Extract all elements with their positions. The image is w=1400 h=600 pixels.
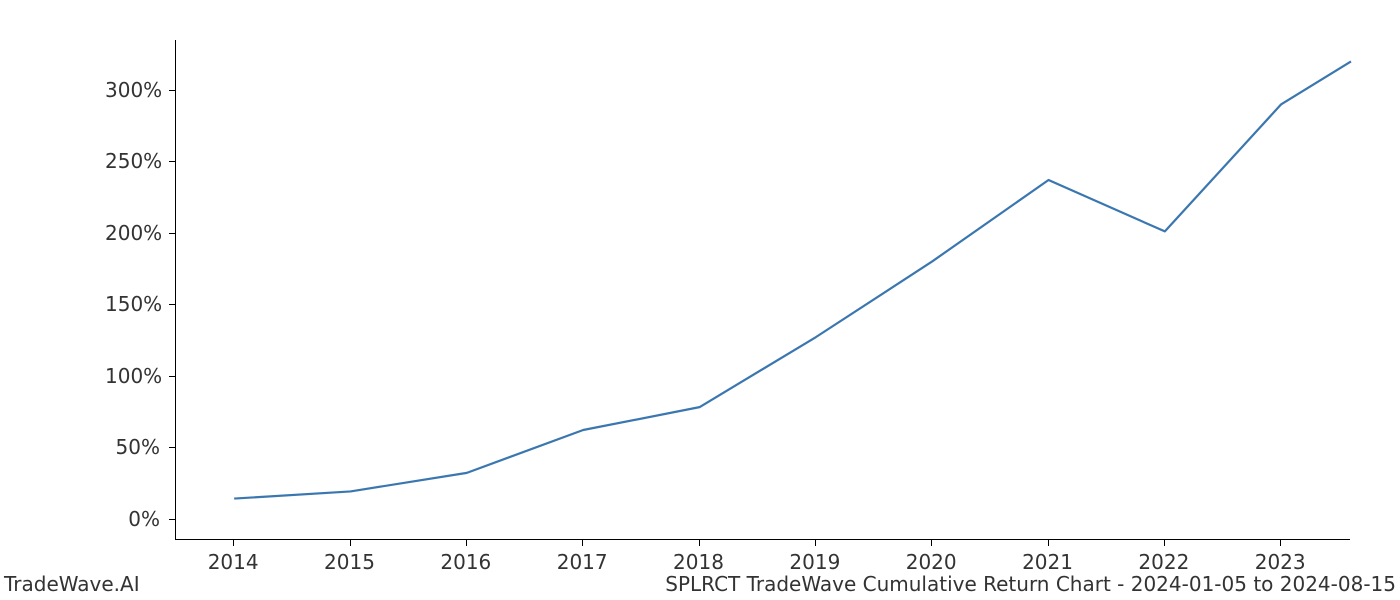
x-tick-label: 2023 — [1255, 550, 1306, 574]
y-tick-label: 300% — [105, 78, 160, 102]
chart-container: 2014 2015 2016 2017 2018 2019 2020 2021 2022 2023… — [0, 0, 1400, 600]
x-tick — [350, 540, 351, 546]
x-tick-label: 2015 — [324, 550, 375, 574]
y-tick-label: 200% — [105, 221, 160, 245]
footer-caption-label: SPLRCT TradeWave Cumulative Return Chart… — [665, 572, 1396, 596]
x-tick — [699, 540, 700, 546]
x-tick — [1164, 540, 1165, 546]
x-tick-label: 2017 — [557, 550, 608, 574]
x-tick — [1280, 540, 1281, 546]
x-tick — [466, 540, 467, 546]
y-tick — [169, 519, 175, 520]
footer-brand-label: TradeWave.AI — [4, 572, 140, 596]
line-chart-svg — [176, 40, 1351, 540]
y-tick-label: 50% — [105, 435, 160, 459]
cumulative-return-line — [234, 61, 1351, 498]
plot-area — [175, 40, 1350, 540]
x-tick-label: 2019 — [789, 550, 840, 574]
x-tick-label: 2018 — [673, 550, 724, 574]
y-tick — [169, 304, 175, 305]
y-tick-label: 250% — [105, 149, 160, 173]
y-tick-label: 150% — [105, 292, 160, 316]
x-tick — [582, 540, 583, 546]
x-tick-label: 2022 — [1138, 550, 1189, 574]
x-tick-label: 2021 — [1022, 550, 1073, 574]
x-tick — [815, 540, 816, 546]
x-tick — [233, 540, 234, 546]
y-tick-label: 0% — [105, 507, 160, 531]
x-tick — [1048, 540, 1049, 546]
x-tick-label: 2020 — [906, 550, 957, 574]
y-tick — [169, 376, 175, 377]
x-tick — [931, 540, 932, 546]
y-tick — [169, 161, 175, 162]
y-tick-label: 100% — [105, 364, 160, 388]
y-tick — [169, 90, 175, 91]
y-tick — [169, 447, 175, 448]
y-tick — [169, 233, 175, 234]
x-tick-label: 2016 — [440, 550, 491, 574]
x-tick-label: 2014 — [208, 550, 259, 574]
